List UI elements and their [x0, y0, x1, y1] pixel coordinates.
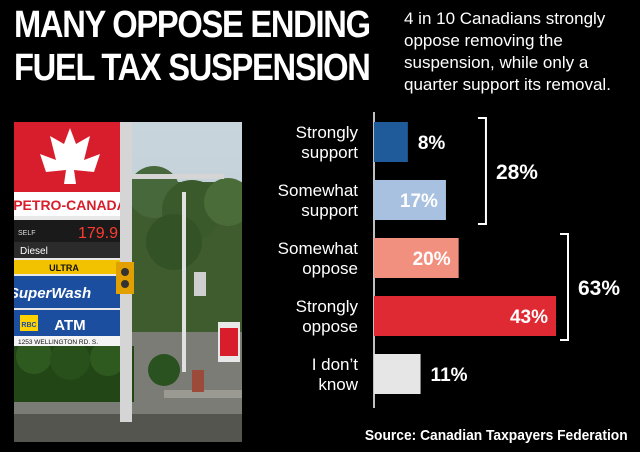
source-note: Source: Canadian Taxpayers Federation — [365, 427, 628, 444]
gas-station-photo: PETRO-CANADA SELF 179.9 Diesel ULTRA Sup… — [14, 122, 242, 442]
gas-station-illustration: PETRO-CANADA SELF 179.9 Diesel ULTRA Sup… — [14, 122, 242, 442]
category-label-1-line-1: Somewhat — [278, 181, 359, 200]
category-label-0-line-2: support — [301, 143, 358, 162]
value-label-3: 43% — [510, 307, 548, 328]
ultra-label: ULTRA — [49, 263, 79, 273]
brand-wordmark: PETRO-CANADA — [14, 197, 127, 213]
superwash-label: SuperWash — [14, 285, 91, 302]
value-label-4: 11% — [431, 365, 468, 386]
bank-logo: RBC — [21, 322, 36, 329]
category-label-0-line-1: Strongly — [296, 123, 359, 142]
category-label-3-line-2: oppose — [302, 317, 358, 336]
bar-1 — [374, 180, 446, 220]
value-label-0: 8% — [418, 133, 446, 154]
title-line-2: FUEL TAX SUSPENSION — [14, 47, 371, 89]
category-label-1-line-2: support — [301, 201, 358, 220]
group-total-1: 63% — [578, 277, 620, 300]
price-display: 179.9 — [78, 225, 118, 242]
value-label-2: 20% — [413, 249, 451, 270]
survey-chart: Strongly support 8% Somewhat support 17% Somew… — [248, 110, 634, 415]
bar-3 — [374, 296, 556, 336]
traffic-signal — [116, 262, 134, 294]
page-title: MANY OPPOSE ENDING FUEL TAX SUSPENSION — [14, 4, 371, 90]
value-label-1: 17% — [400, 191, 438, 212]
group-bracket-0 — [477, 117, 487, 225]
atm-label: ATM — [54, 317, 85, 334]
category-label-2-line-1: Somewhat — [278, 239, 359, 258]
group-bracket-1 — [560, 233, 569, 341]
title-line-1: MANY OPPOSE ENDING — [14, 4, 371, 46]
category-label-4-line-1: I don’t — [312, 355, 359, 374]
maple-leaf-logo — [40, 128, 100, 184]
category-label-2-line-2: oppose — [302, 259, 358, 278]
address-label: 1253 WELLINGTON RD. S. — [18, 339, 98, 346]
bar-4 — [374, 354, 421, 394]
category-label-3-line-1: Strongly — [296, 297, 359, 316]
price-side-label: SELF — [18, 230, 36, 237]
category-label-4-line-2: know — [318, 375, 358, 394]
fuel-type-label: Diesel — [20, 246, 48, 257]
bar-2 — [374, 238, 459, 278]
price-board — [14, 220, 126, 242]
group-total-0: 28% — [496, 161, 538, 184]
bar-0 — [374, 122, 408, 162]
subtitle: 4 in 10 Canadians strongly oppose removi… — [404, 9, 611, 94]
